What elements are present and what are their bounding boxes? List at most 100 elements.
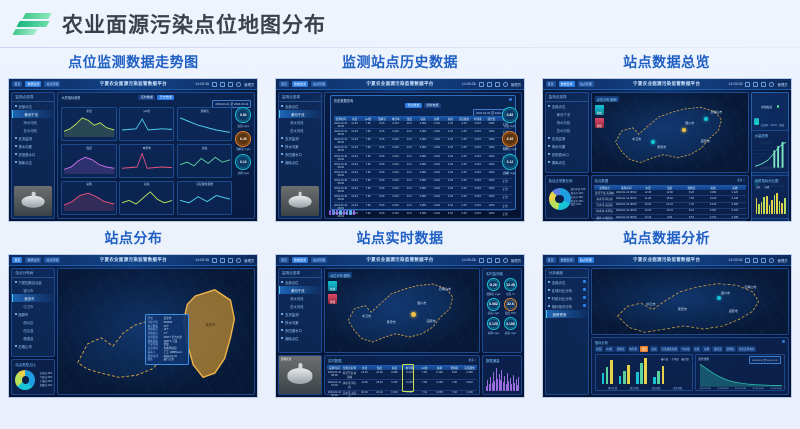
nav-chip-monitor[interactable]: 数据监测 (558, 81, 575, 87)
indicator-tab[interactable]: 溶解氧 (615, 346, 627, 352)
map-canvas[interactable] (324, 269, 479, 352)
map-canvas[interactable] (591, 93, 748, 172)
indicator-tab[interactable]: 总磷 (702, 346, 711, 352)
bell-icon[interactable] (761, 257, 767, 263)
table-row[interactable]: 2024-01-31 08:00 12.45 7.82 8.26 0.215 12.6 0.… (333, 138, 512, 146)
indicator-tab[interactable]: pH值 (604, 346, 614, 352)
sidebar-item[interactable]: 排水沟渠 (12, 142, 54, 150)
table-row[interactable]: 2024-01-31 08:00 12.45 7.82 8.26 0.215 12.6 0.… (333, 195, 512, 204)
legend-item-offline[interactable]: 离线 (327, 294, 337, 304)
mini-chart[interactable]: 电导率 (119, 143, 175, 179)
gauge-item[interactable]: 32.6 浊度 NTU (502, 297, 519, 315)
table-body[interactable]: 2024-01-31 08:00 12.45 7.82 8.26 0.215 12.6 0.… (333, 121, 512, 218)
grouped-bar-chart[interactable] (601, 358, 689, 384)
sidebar-item[interactable]: 湖库点位 (546, 158, 588, 166)
sidebar-item-selected[interactable]: 黄河干流 (12, 110, 55, 118)
gauge[interactable]: 8.26 (486, 278, 500, 291)
dashboard-screenshot[interactable]: 首页 数据监测 站点管理 宁夏农业面源污染监管数据平台 14:05:36 管理员 (8, 254, 259, 398)
sidebar-item[interactable]: 清水河段 (289, 296, 304, 301)
sidebar-item[interactable]: 排水沟渠 (546, 142, 588, 150)
gauge[interactable]: 0.120 (486, 317, 500, 330)
table-row[interactable]: 2024-01-31 08:00 12.45 7.82 8.26 0.215 12.6 0.… (334, 211, 512, 218)
donut-chart[interactable] (15, 370, 36, 390)
station-table[interactable]: 监测站点 采样时间 水温 浊度 溶解氧 氨氮 总磷 黄河干流-青铜峡 2024-01-31 0… (593, 185, 746, 221)
sidebar-item[interactable]: 清水河段 (289, 120, 304, 125)
gauge-item[interactable]: 3.180 总氮 mg/L (502, 317, 519, 335)
nav-chip-station[interactable]: 站点管理 (44, 257, 61, 263)
nav-chip-station[interactable]: 站点管理 (577, 257, 594, 263)
legend-item-online[interactable]: 在线 (594, 105, 604, 115)
table-row[interactable]: 2024-01-31 08:00 12.45 7.82 8.26 0.215 12.6 0.… (333, 170, 512, 179)
signal-icon[interactable] (212, 257, 218, 263)
close-icon[interactable] (782, 340, 786, 343)
history-modal[interactable]: 历史数据查询 导出数据 刷新数据 2024-01-01 至 2024-01-31… (329, 95, 516, 218)
sidebar-item[interactable]: 农田退水口 (279, 150, 321, 158)
table-row[interactable]: 2024-01-31 08:00 12.45 7.82 8.26 0.215 12.6 0.… (333, 179, 512, 187)
map-stage[interactable]: 吴忠市 区域 吴忠市 行政代码 640300 站点数量 12个 在线站点 11个 离线站点 1个监… (57, 268, 256, 395)
gauge[interactable]: 12.45 (503, 278, 517, 291)
sidebar-item[interactable]: 清水河段 (556, 120, 571, 125)
dashboard-screenshot[interactable]: 首页 数据监测 站点管理 宁夏农业面源污染监管数据平台 14:05:36 管理员 (541, 254, 792, 398)
sidebar-item[interactable]: 全部点位 (279, 278, 321, 286)
sidebar-item[interactable]: 支流监测 (279, 134, 321, 142)
sidebar-item[interactable]: 苦水河段 (556, 128, 571, 133)
avatar-icon[interactable] (236, 257, 242, 263)
mini-chart[interactable]: 浊度 (61, 143, 117, 179)
nav-chips[interactable]: 首页 数据监测 站点管理 (276, 81, 328, 87)
bell-icon[interactable] (761, 81, 767, 87)
message-icon[interactable] (486, 81, 492, 87)
nav-chip-home[interactable]: 首页 (545, 81, 556, 87)
sidebar-item-selected[interactable]: 黄河干流 (278, 110, 321, 118)
sidebar[interactable]: 监测点选择 全部点位 黄河干流 清水河段 苦水河段 支流监测 排水沟渠 农田退水… (544, 92, 589, 173)
gauge[interactable]: 32.6 (503, 297, 517, 311)
indicator-tab[interactable]: 高锰酸盐指数 (659, 346, 679, 352)
table-body[interactable]: 2024-01-31 08:00 黄河干流-青铜峡 12.45 12.60 0.082 0… (326, 370, 477, 397)
sidebar-item[interactable]: 苦水河段 (23, 128, 37, 133)
sidebar-item[interactable]: 原州区 (23, 320, 34, 325)
nav-chip-home[interactable]: 首页 (278, 81, 289, 87)
bar-chart-card[interactable]: 最小值 平均值 最大值 黄河干流 清水河段 苦水河段 排水沟渠 (594, 354, 693, 391)
date-range-picker[interactable]: 2024-01-01 至 2024-01-31 (748, 356, 781, 364)
sidebar-item[interactable]: 清水河段 (23, 120, 37, 125)
message-icon[interactable] (486, 257, 492, 263)
sidebar-item[interactable]: 全部点位 (546, 102, 588, 110)
sidebar-item[interactable]: 湖库点位 (279, 158, 321, 166)
nav-chips[interactable]: 首页 数据监测 站点管理 (543, 81, 594, 87)
message-icon[interactable] (753, 81, 759, 87)
table-row[interactable]: 2024-01-31 06:00 苦水河-灵武段 10.94 22.10 0.164 0.… (327, 391, 477, 397)
sidebar-item[interactable]: 指标相关分析 (546, 302, 588, 310)
sidebar-item[interactable]: 农田退水口 (12, 150, 54, 158)
map-pin[interactable] (682, 127, 687, 132)
indicator-tab[interactable]: 透明度 (724, 346, 736, 352)
nav-chips[interactable]: 首页 数据监测 站点管理 (543, 257, 594, 263)
table-row[interactable]: 2024-01-31 08:00 12.45 7.82 8.26 0.215 12.6 0.… (333, 203, 512, 212)
nav-chip-monitor[interactable]: 数据监测 (25, 81, 42, 87)
table-row[interactable]: 2024-01-31 08:00 12.45 7.82 8.26 0.215 12.6 0.… (333, 162, 512, 171)
more-link[interactable]: 更多 > (468, 359, 476, 362)
sidebar-item[interactable]: 支流监测 (279, 310, 321, 318)
map-stage[interactable]: 点位分布 图例 在线 离线 银川市 吴忠市 中卫市 固原市 石嘴山市 (323, 268, 480, 353)
bell-icon[interactable] (494, 257, 500, 263)
avatar-icon[interactable] (502, 257, 508, 263)
message-icon[interactable] (220, 257, 226, 263)
nav-chips[interactable]: 首页 数据监测 站点管理 (9, 257, 61, 263)
sidebar-item[interactable]: 苦水河段 (289, 304, 304, 309)
nav-chip-station[interactable]: 站点管理 (311, 257, 328, 263)
dashboard-screenshot[interactable]: 首页 数据监测 站点管理 宁夏农业面源污染监管数据平台 14:05:36 管理员 (8, 78, 259, 222)
mini-chart[interactable]: pH值 (119, 107, 175, 142)
sidebar-item[interactable]: 区域对比分析 (546, 286, 588, 294)
dashboard-screenshot[interactable]: 首页 数据监测 站点管理 宁夏农业面源污染监管数据平台 14:05:36 管理员 (274, 254, 525, 398)
indicator-tab[interactable]: 浊度 (640, 346, 649, 352)
realtime-table-card[interactable]: 实时数据 更多 > 采样时间 监测点名称 水温 浊度 氨氮 电导率 pH值 总磷 溶解氧 高锰酸盐… (323, 355, 480, 397)
sidebar-item[interactable]: 农田退水口 (279, 326, 321, 334)
map-pin[interactable] (703, 116, 708, 121)
signal-icon[interactable] (478, 257, 484, 263)
mini-chart[interactable]: 高锰酸盐指数 (176, 180, 233, 215)
sidebar-item[interactable]: 排水沟渠 (279, 142, 321, 150)
nav-chip-monitor[interactable]: 数据监测 (292, 257, 309, 263)
indicator-tab[interactable]: 藻密度 (712, 346, 724, 352)
table-row[interactable]: 2024-01-31 08:00 12.45 7.82 8.26 0.215 12.6 0.… (333, 154, 512, 163)
sidebar-item[interactable]: 全部点位 (279, 102, 321, 110)
nav-chip-monitor[interactable]: 数据监测 (292, 81, 309, 87)
donut-chart[interactable] (548, 188, 571, 210)
